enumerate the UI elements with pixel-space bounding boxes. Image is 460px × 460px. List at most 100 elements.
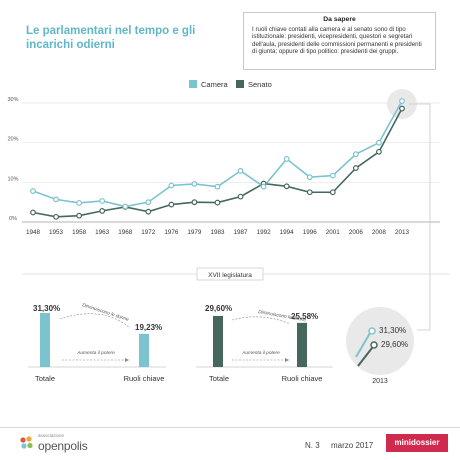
minidossier-badge: minidossier — [386, 434, 448, 452]
x-tick-label: 2006 — [349, 229, 364, 236]
x-tick-label: 1994 — [280, 229, 295, 236]
data-point-senato — [168, 201, 175, 208]
x-tick-label: 1996 — [303, 229, 318, 236]
legislature-heading-box — [196, 267, 264, 281]
zoom-label-camera: 31,30% — [379, 326, 406, 335]
panel1-total-label: 31,30% — [33, 304, 60, 313]
panel1-key-label: 19,23% — [135, 323, 162, 332]
bar-panel2-total — [213, 315, 223, 367]
panel2-arrowhead — [285, 358, 289, 362]
x-tick-label: 2013 — [395, 229, 410, 236]
y-tick-label: 0% — [9, 216, 17, 222]
x-tick-label: 1992 — [257, 229, 272, 236]
data-point-senato — [76, 212, 83, 219]
data-point-senato — [53, 213, 59, 220]
legend-swatch-senato — [236, 80, 244, 88]
data-point-camera — [122, 203, 129, 210]
data-point-camera — [399, 98, 405, 104]
data-point-senato — [399, 105, 405, 112]
panel1-arrowhead — [125, 358, 129, 362]
panel1-annotation-top: Diminuiscono le donne — [81, 302, 129, 323]
info-box-text: I ruoli chiave contati alla camera e al … — [252, 25, 422, 56]
data-point-camera — [76, 200, 83, 206]
y-tick-label: 20% — [7, 137, 18, 143]
panel1-cat-total: Totale — [35, 374, 55, 383]
data-point-camera — [306, 174, 313, 181]
data-point-camera — [214, 183, 221, 190]
panel1-arrow-top — [59, 313, 131, 329]
data-point-senato — [352, 165, 359, 171]
x-tick-label: 1983 — [210, 229, 225, 236]
legend-label-camera: Camera — [201, 80, 229, 89]
data-point-senato — [329, 189, 336, 196]
openpolis-logo-icon — [20, 436, 33, 449]
panel2-total-label: 29,60% — [205, 304, 232, 313]
footer-rule — [0, 427, 460, 428]
data-point-senato — [237, 193, 244, 200]
connector-line — [409, 103, 431, 331]
y-tick-label: 10% — [7, 176, 18, 182]
data-point-senato — [99, 207, 106, 214]
zoom-year-label: 2013 — [372, 378, 388, 385]
data-point-camera — [376, 139, 382, 146]
data-point-camera — [260, 183, 267, 190]
zoom-label-senato: 29,60% — [381, 340, 408, 349]
legend-swatch-camera — [189, 80, 197, 88]
info-box: Da sapere I ruoli chiave contati alla ca… — [243, 12, 436, 70]
data-point-camera — [168, 182, 175, 189]
chart-title: Le parlamentari nel tempo e gli incarich… — [26, 25, 196, 51]
zoom-point-camera — [368, 327, 376, 335]
highlight-circle — [387, 89, 417, 119]
x-tick-label: 1963 — [95, 229, 110, 236]
data-point-camera — [237, 167, 244, 174]
data-point-senato — [191, 199, 198, 206]
x-tick-label: 1972 — [141, 229, 156, 236]
info-box-heading: Da sapere — [323, 16, 356, 23]
x-tick-label: 1968 — [118, 229, 133, 236]
issue-date: marzo 2017 — [331, 441, 374, 450]
data-point-senato — [283, 183, 290, 190]
data-point-senato — [376, 148, 382, 155]
x-tick-label: 1953 — [49, 229, 64, 236]
panel1-cat-key: Ruoli chiave — [124, 374, 165, 383]
data-point-senato — [30, 209, 36, 216]
data-point-camera — [53, 196, 59, 203]
legislature-heading: XVII legislatura — [208, 272, 252, 279]
x-tick-label: 1979 — [187, 229, 202, 236]
data-point-camera — [145, 199, 152, 206]
x-tick-label: 1987 — [234, 229, 249, 236]
logo-subtitle: associazione — [38, 433, 65, 438]
zoom-point-senato — [370, 341, 378, 349]
chart-canvas: Camera Senato 30% 20% 10% 0% 1948 1953 1958 19… — [7, 80, 450, 385]
x-tick-label: 1976 — [164, 229, 179, 236]
panel2-cat-total: Totale — [209, 374, 229, 383]
data-point-camera — [283, 156, 290, 162]
data-point-camera — [30, 188, 36, 194]
panel2-arrow-top — [231, 316, 291, 325]
bar-panel2-key — [297, 322, 307, 367]
bar-panel1-key — [139, 333, 149, 367]
data-point-senato — [306, 189, 313, 196]
data-point-senato — [214, 199, 221, 206]
panel2-annotation-bottom: Aumenta il potere — [241, 350, 280, 356]
x-tick-label: 1948 — [26, 229, 41, 236]
zoom-line-senato — [357, 347, 373, 367]
bar-panel1-total — [40, 313, 50, 367]
data-point-camera — [329, 172, 336, 179]
legend-label-senato: Senato — [248, 80, 272, 89]
x-tick-label: 2008 — [372, 229, 387, 236]
zoom-line-camera — [355, 332, 371, 358]
panel2-cat-key: Ruoli chiave — [282, 374, 323, 383]
y-tick-label: 30% — [7, 97, 18, 103]
issue-number: N. 3 — [305, 441, 320, 450]
data-point-camera — [99, 198, 106, 204]
data-point-camera — [352, 151, 359, 158]
data-point-senato — [145, 208, 152, 215]
series-line-camera — [32, 100, 403, 208]
x-tick-label: 1958 — [72, 229, 87, 236]
x-tick-label: 2001 — [326, 229, 341, 236]
data-point-camera — [191, 181, 198, 187]
panel1-annotation-bottom: Aumenta il potere — [76, 350, 115, 356]
panel2-key-label: 25,58% — [291, 312, 318, 321]
logo-wordmark: openpolis — [38, 439, 88, 453]
